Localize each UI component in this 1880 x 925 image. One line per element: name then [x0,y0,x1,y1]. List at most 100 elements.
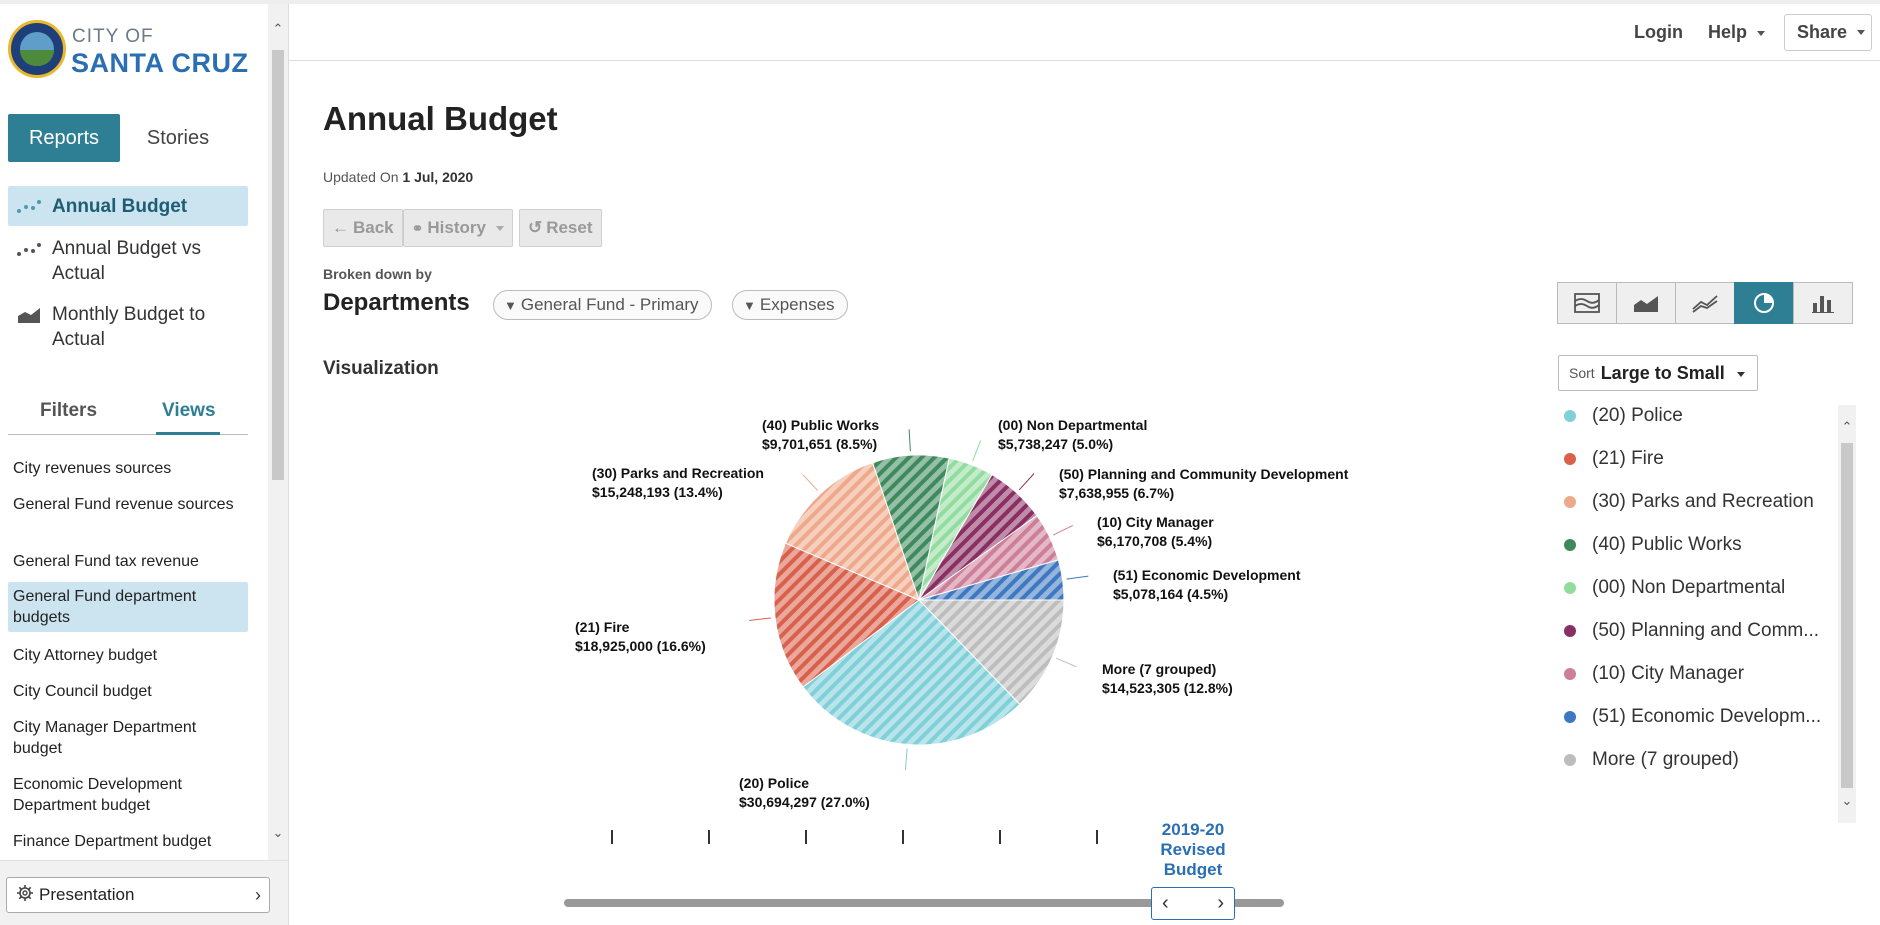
chevron-right-icon[interactable]: › [1217,892,1224,914]
stream-chart-button[interactable] [1557,282,1617,324]
history-icon: ⚭ [411,219,424,236]
history-button[interactable]: ⚭ History [402,209,513,247]
sort-prefix: Sort [1569,365,1595,381]
pie-slice[interactable] [773,542,920,688]
bar-chart-button[interactable] [1793,282,1853,324]
chevron-down-icon [495,225,504,231]
tab-filters[interactable]: Filters [40,400,98,421]
legend-item[interactable]: More (7 grouped) [1558,749,1739,771]
pie-leader-line [1055,657,1077,668]
legend-label: (21) Fire [1592,448,1664,469]
tab-views[interactable]: Views [162,400,216,421]
pie-leader-line [1066,575,1089,580]
filter-chip-label: General Fund - Primary [520,295,699,314]
chevron-left-icon[interactable]: ‹ [1162,892,1169,914]
pie-slice[interactable] [802,599,1021,746]
pie-leader-line [749,617,772,622]
login-link[interactable]: Login [1634,22,1683,42]
view-item-active[interactable]: General Fund department budgets [8,582,248,632]
timeline-tick[interactable] [611,830,613,844]
pie-leader-line [802,474,819,492]
chevron-down-icon [1857,30,1866,35]
legend-item[interactable]: (21) Fire [1558,448,1664,470]
legend-item[interactable]: (51) Economic Developm... [1558,706,1821,728]
view-item[interactable]: City Manager Department budget [13,719,197,757]
sidebar-item-label: Monthly Budget to Actual [52,304,206,350]
filter-chip-type[interactable]: ▼ Expenses [732,290,848,320]
legend-swatch [1564,496,1576,508]
timeline-tick[interactable] [1096,830,1098,844]
view-item[interactable]: City revenues sources [13,460,172,477]
pie-label-name: (21) Fire [575,619,630,635]
view-item[interactable]: General Fund revenue sources [13,496,234,513]
filter-chip-fund[interactable]: ▼ General Fund - Primary [493,290,712,320]
scatter-icon [14,194,44,219]
legend-swatch [1564,625,1576,637]
area-chart-icon [1634,296,1658,312]
reset-button[interactable]: ↺ Reset [518,209,602,247]
pie-label-value: $7,638,955 (6.7%) [1059,485,1174,501]
pie-slice[interactable] [784,461,920,601]
timeline-tick[interactable] [708,830,710,844]
sidebar-item-label: Annual Budget vs Actual [52,238,201,284]
filter-chip-label: Expenses [759,295,835,314]
area-chart-button[interactable] [1616,282,1676,324]
filter-icon: ▼ [743,297,756,313]
dimension-title[interactable]: Departments [323,289,470,316]
scroll-down-icon[interactable]: ⌄ [1841,793,1853,808]
pie-chart-button[interactable] [1734,282,1794,324]
pie-leader-line [908,429,911,452]
stories-tab-button[interactable]: Stories [146,126,210,149]
pie-label-value: $9,701,651 (8.5%) [762,436,877,452]
gear-icon [17,884,33,906]
view-item[interactable]: Finance Department budget [13,833,212,850]
chart-type-switcher [1557,282,1853,324]
pie-leader-line [972,440,982,462]
timeline-tick[interactable] [805,830,807,844]
timeline-track[interactable] [564,899,1284,907]
line-chart-button[interactable] [1675,282,1735,324]
scroll-up-icon[interactable]: ⌃ [1841,419,1853,434]
pie-slice[interactable] [918,559,1065,601]
sort-dropdown[interactable]: Sort Large to Small [1558,355,1758,391]
bar-chart-icon [1812,296,1834,313]
city-seal-logo[interactable] [8,20,66,78]
scroll-up-icon[interactable]: ⌃ [272,21,284,36]
view-item[interactable]: City Attorney budget [13,647,158,664]
legend-item[interactable]: (30) Parks and Recreation [1558,491,1814,513]
sidebar-item-annual-budget[interactable]: Annual Budget [8,186,248,226]
back-button[interactable]: ← Back [323,209,403,247]
timeline-tick[interactable] [902,830,904,844]
timeline-tick[interactable] [999,830,1001,844]
presentation-button[interactable]: Presentation › [6,877,270,913]
sidebar-item-annual-budget-vs-actual[interactable]: Annual Budget vs Actual [8,236,248,286]
legend-item[interactable]: (50) Planning and Comm... [1558,620,1819,642]
reports-tab-button[interactable]: Reports [8,114,120,162]
help-menu[interactable]: Help [1708,22,1766,43]
reset-label: Reset [546,218,593,237]
sidebar-item-monthly-budget[interactable]: Monthly Budget to Actual [8,302,248,352]
timeline-label-line: Budget [1163,860,1223,879]
legend-scrollbar[interactable]: ⌃ ⌄ [1838,405,1856,823]
scroll-down-icon[interactable]: ⌄ [272,825,284,840]
timeline-handle[interactable]: ‹ › [1151,887,1235,920]
pie-label-name: (00) Non Departmental [998,417,1147,433]
legend-item[interactable]: (20) Police [1558,405,1683,427]
legend-swatch [1564,539,1576,551]
view-item[interactable]: General Fund tax revenue [13,553,199,570]
legend-swatch [1564,453,1576,465]
sidebar-scrollbar[interactable]: ⌃ ⌄ [268,4,288,860]
timeline-label-line: Revised [1160,840,1226,859]
legend-label: (40) Public Works [1592,534,1742,555]
pie-slice[interactable] [917,599,1065,705]
scroll-thumb[interactable] [272,50,284,480]
legend-item[interactable]: (10) City Manager [1558,663,1744,685]
share-button[interactable]: Share [1784,14,1872,51]
view-item[interactable]: Economic Development Department budget [13,776,182,814]
view-item[interactable]: City Council budget [13,683,152,700]
legend-item[interactable]: (40) Public Works [1558,534,1742,556]
presentation-label: Presentation [39,885,135,904]
pie-label-value: $30,694,297 (27.0%) [739,794,870,810]
legend-item[interactable]: (00) Non Departmental [1558,577,1785,599]
scroll-thumb[interactable] [1841,443,1853,788]
